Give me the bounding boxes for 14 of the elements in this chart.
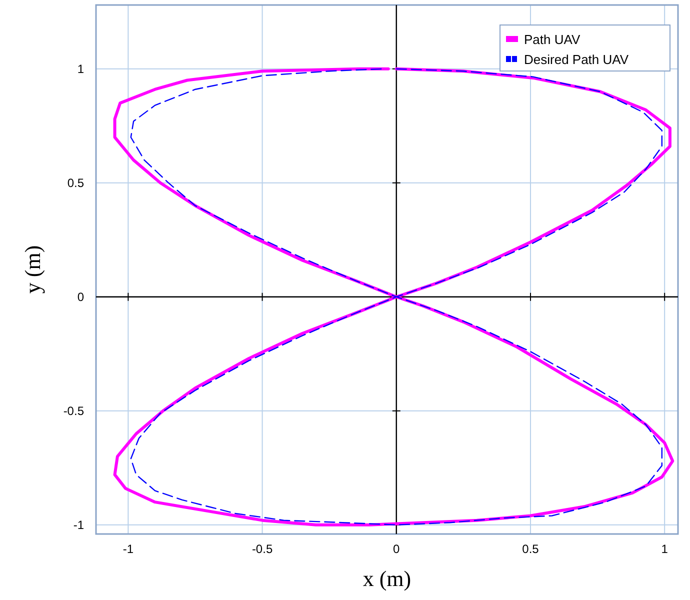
y-tick-label: 0.5 [67, 176, 84, 190]
x-axis-title: x (m) [362, 566, 412, 591]
legend-label: Desired Path UAV [524, 52, 629, 67]
y-tick-label: 0 [77, 290, 84, 304]
x-tick-label: 0.5 [522, 542, 540, 556]
y-tick-label: -1 [73, 518, 84, 532]
x-tick-label: 1 [661, 542, 668, 556]
y-axis-title: y (m) [20, 245, 45, 294]
x-tick-label: -0.5 [252, 542, 273, 556]
x-tick-label: 0 [393, 542, 400, 556]
y-tick-label: 1 [77, 62, 84, 76]
x-tick-label: -1 [122, 542, 134, 556]
legend-label: Path UAV [524, 32, 580, 47]
y-tick-label: -0.5 [63, 404, 84, 418]
